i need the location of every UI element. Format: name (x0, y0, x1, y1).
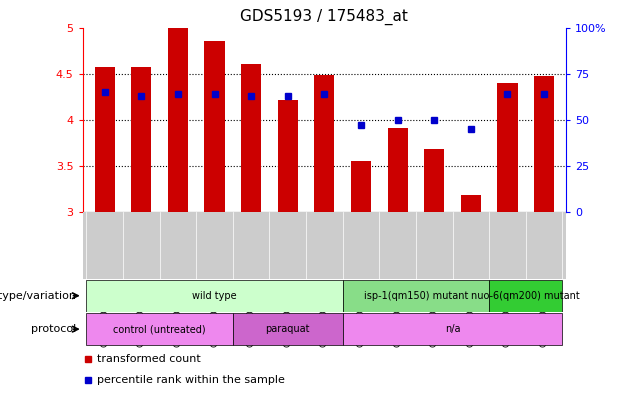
Text: isp-1(qm150) mutant: isp-1(qm150) mutant (364, 291, 468, 301)
Bar (387, 128, 408, 212)
Bar (460, 195, 481, 212)
Text: wild type: wild type (192, 291, 237, 301)
Text: protocol: protocol (31, 324, 76, 334)
Bar (86, 280, 343, 312)
Bar (86, 313, 233, 345)
Text: nuo-6(qm200) mutant: nuo-6(qm200) mutant (471, 291, 580, 301)
Text: transformed count: transformed count (97, 354, 201, 364)
Bar (534, 77, 554, 212)
Bar (204, 41, 225, 212)
Bar (497, 83, 518, 212)
Bar (343, 313, 562, 345)
Bar (168, 28, 188, 212)
Title: GDS5193 / 175483_at: GDS5193 / 175483_at (240, 9, 408, 25)
Text: n/a: n/a (445, 324, 460, 334)
Bar (351, 162, 371, 212)
Text: percentile rank within the sample: percentile rank within the sample (97, 375, 285, 385)
Text: genotype/variation: genotype/variation (0, 291, 76, 301)
Text: paraquat: paraquat (265, 324, 310, 334)
Text: control (untreated): control (untreated) (113, 324, 206, 334)
Bar (233, 313, 343, 345)
Bar (489, 280, 562, 312)
Bar (278, 101, 298, 212)
Bar (343, 280, 489, 312)
Bar (314, 75, 335, 212)
Bar (95, 67, 114, 212)
Bar (131, 67, 151, 212)
Bar (241, 64, 261, 212)
Bar (424, 149, 445, 212)
